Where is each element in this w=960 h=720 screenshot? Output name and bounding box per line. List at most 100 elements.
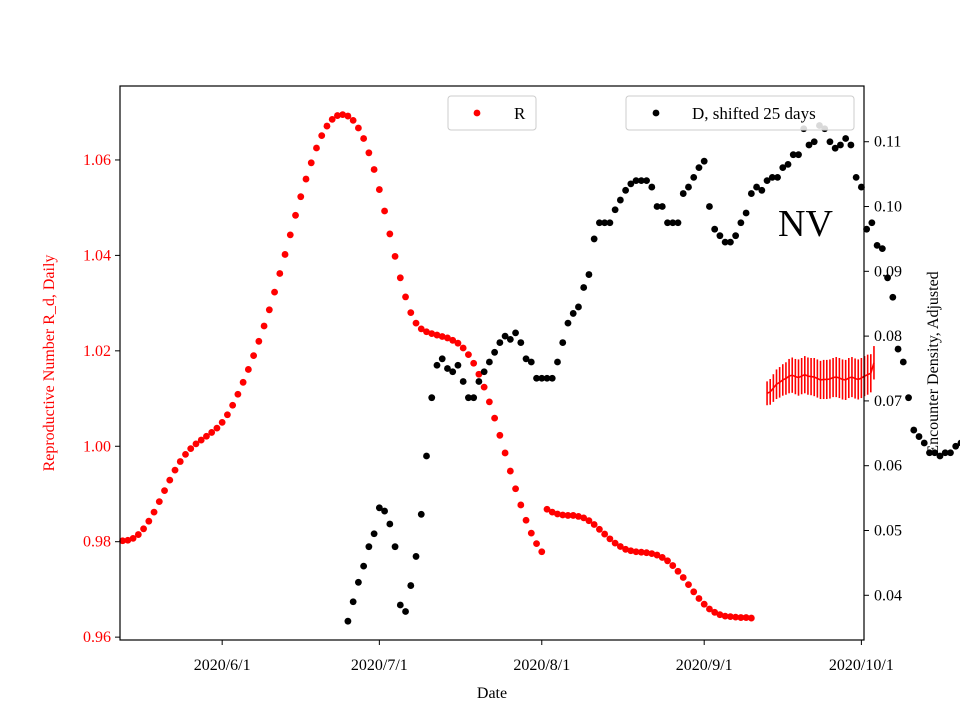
d-point (863, 225, 871, 233)
d-point (480, 368, 488, 376)
r-point (166, 476, 174, 484)
d-point (543, 374, 551, 382)
r-point (590, 521, 598, 528)
d-point (947, 449, 954, 457)
right-y-tick-label: 0.07 (874, 393, 902, 410)
d-point (365, 543, 373, 551)
legend-d-box (625, 95, 855, 131)
d-point (957, 439, 960, 447)
d-point (952, 442, 960, 450)
r-point (370, 166, 378, 173)
r-point (643, 549, 650, 557)
d-point (386, 520, 394, 528)
legend-r-box (447, 95, 537, 131)
r-point (402, 293, 409, 301)
r-point (459, 344, 467, 352)
legend-r: R (447, 95, 537, 131)
d-point (381, 507, 388, 515)
r-point (449, 336, 457, 344)
d-point (517, 339, 525, 346)
d-point (905, 394, 912, 402)
d-point (438, 355, 446, 363)
right-y-tick-label: 0.09 (874, 263, 902, 280)
r-point (124, 536, 132, 544)
left-y-tick-label: 1.04 (83, 247, 111, 264)
d-point (915, 433, 923, 440)
r-point (417, 325, 425, 333)
r-point (187, 445, 195, 453)
legend-d-marker (652, 109, 660, 117)
r-point (349, 116, 357, 124)
r-point (601, 530, 609, 538)
r-point (208, 429, 216, 436)
r-point (737, 614, 745, 621)
r-point (140, 525, 147, 533)
d-point (569, 310, 577, 317)
r-point (213, 424, 221, 432)
d-point (742, 209, 750, 217)
legend-d: D, shifted 25 days (625, 95, 855, 131)
r-point (250, 352, 258, 360)
d-point (711, 225, 719, 233)
d-point (726, 238, 734, 246)
r-point (307, 159, 315, 167)
d-point (706, 203, 713, 210)
r-point (501, 449, 509, 457)
r-point (161, 487, 168, 495)
r-point (454, 339, 462, 347)
right-y-tick-label: 0.04 (874, 587, 902, 604)
axes-frame (119, 85, 865, 641)
r-point (423, 328, 430, 336)
legend-d-label: D, shifted 25 days (692, 104, 816, 123)
legend-r-marker (473, 109, 481, 117)
d-point (873, 241, 881, 249)
r-point (506, 467, 514, 475)
d-point (732, 232, 740, 240)
x-tick-label: 2020/7/1 (351, 657, 408, 674)
r-point (365, 149, 373, 157)
r-point (297, 193, 305, 201)
r-point (271, 288, 278, 296)
d-point (894, 345, 902, 353)
r-point (548, 508, 556, 516)
r-point (465, 351, 472, 359)
r-point (512, 485, 519, 493)
r-point (119, 537, 127, 545)
r-point (695, 595, 703, 602)
r-point (669, 562, 677, 569)
d-point (768, 173, 776, 181)
d-point (868, 219, 876, 227)
d-point (852, 173, 860, 181)
plot-area (119, 111, 960, 625)
x-tick-label: 2020/10/1 (829, 657, 894, 674)
right-y-tick-label: 0.05 (874, 522, 902, 539)
r-point (732, 613, 740, 621)
r-point (318, 132, 326, 140)
r-point (134, 531, 142, 538)
d-point (884, 274, 891, 282)
d-point (941, 449, 949, 457)
r-point (475, 370, 483, 378)
d-point (533, 374, 540, 382)
d-point (716, 232, 724, 240)
r-point (428, 330, 436, 338)
d-point (758, 186, 766, 194)
d-point (931, 449, 939, 457)
d-point (899, 358, 907, 366)
d-point (648, 183, 656, 191)
d-point (606, 219, 614, 227)
r-point (265, 306, 273, 314)
x-axis-label: Date (477, 685, 507, 702)
r-point (412, 319, 420, 327)
r-point (218, 419, 226, 426)
r-point (292, 211, 299, 219)
d-point (417, 510, 425, 518)
r-point (716, 611, 724, 619)
d-point (847, 141, 855, 149)
d-point (554, 358, 561, 366)
r-point (360, 135, 368, 142)
d-point (910, 426, 918, 434)
d-point (485, 358, 493, 366)
d-point (449, 368, 457, 376)
r-point (538, 548, 546, 556)
